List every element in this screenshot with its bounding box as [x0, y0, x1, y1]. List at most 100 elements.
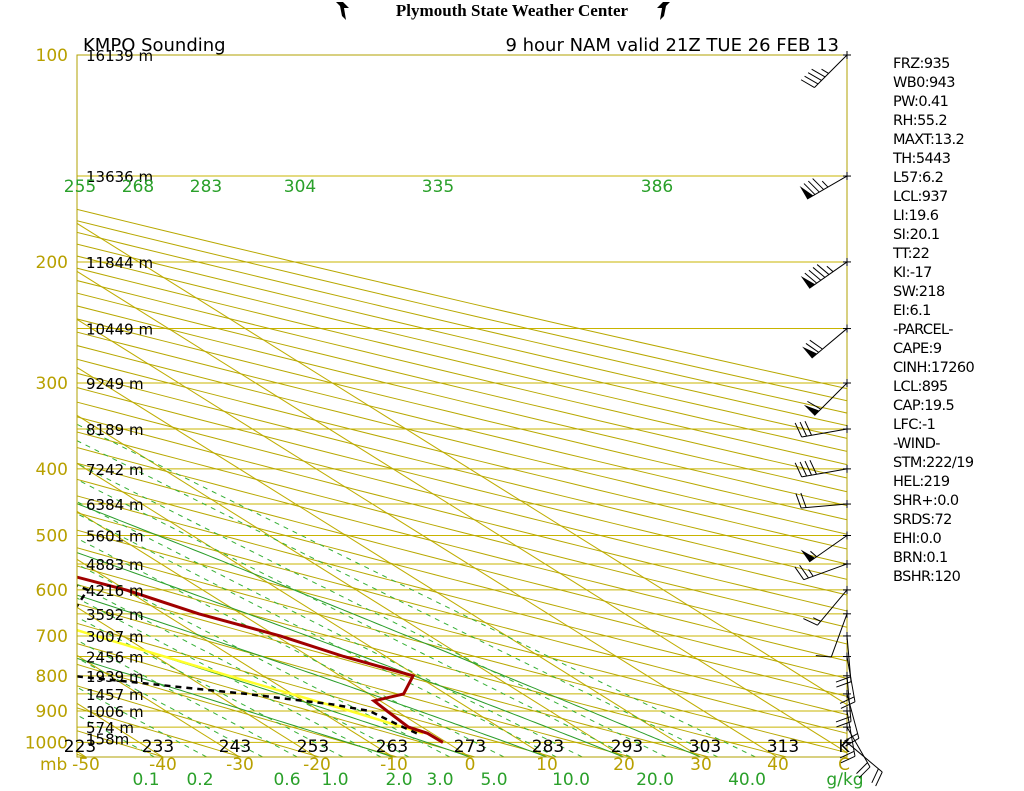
height-label: 13636 m	[86, 168, 153, 186]
dry-adiabat-line	[77, 387, 847, 580]
wind-barb-half-flag	[808, 569, 814, 577]
temperature-tick-label: 10	[536, 755, 558, 775]
wind-barb-flag	[840, 701, 856, 709]
dry-adiabat-line	[77, 220, 847, 402]
temperature-tick-label: -30	[226, 755, 254, 775]
sounding-index: KI:-17	[893, 265, 932, 281]
wind-barb-flag	[805, 343, 819, 353]
height-label: 7242 m	[86, 461, 144, 479]
mixing-ratio-tick-label: 0.1	[132, 770, 159, 790]
wind-barb-flag	[843, 733, 858, 742]
temperature-tick-label: 20	[613, 755, 635, 775]
wind-barb-flag	[816, 264, 830, 275]
sounding-index: TT:22	[893, 246, 930, 262]
kelvin-tick-label: K	[838, 737, 850, 757]
wind-barb-half-flag	[821, 180, 829, 188]
sounding-index: SRDS:72	[893, 512, 952, 528]
dewpoint-trace	[77, 584, 418, 735]
wind-barb-flag	[858, 766, 871, 779]
sounding-index: TH:5443	[893, 151, 951, 167]
wind-barb-flag	[811, 68, 826, 78]
sounding-index: RH:55.2	[893, 113, 948, 129]
wind-barb-staff	[803, 563, 848, 581]
isotherm-line	[77, 462, 548, 757]
isotherm-line	[77, 414, 624, 757]
wind-barb-flag	[803, 618, 818, 626]
dry-adiabat-line	[77, 231, 847, 414]
wind-barb-half-flag	[826, 265, 834, 273]
wind-barb-flag	[856, 762, 868, 774]
dry-adiabat-line	[77, 401, 847, 596]
wind-barb-staff	[809, 535, 848, 563]
height-label: 3592 m	[86, 606, 144, 624]
isotherm-line	[77, 750, 87, 757]
sounding-index: BSHR:120	[893, 569, 961, 585]
wind-barb-pennant	[800, 276, 816, 289]
temperature-tick-label: C	[838, 755, 850, 775]
dry-adiabat-line	[77, 663, 398, 757]
wind-barb-flag	[795, 493, 802, 509]
wind-barb-flag	[840, 755, 856, 764]
height-label: 574 m	[86, 719, 134, 737]
sounding-index: -WIND-	[893, 436, 941, 452]
dry-adiabat-line	[77, 707, 242, 757]
mixing-ratio-line	[77, 657, 263, 757]
mixing-ratio-line	[77, 597, 382, 757]
dry-adiabat-line	[77, 431, 847, 628]
mixing-ratio-tick-label: 0.2	[186, 770, 213, 790]
moist-adiabat-line	[77, 552, 624, 757]
sounding-indices: FRZ:935 WB0:943 PW:0.41 RH:55.2 MAXT:13.2 TH:…	[893, 55, 1021, 587]
wind-barb	[839, 656, 856, 709]
pressure-tick-label: 100	[36, 46, 68, 66]
temperature-tick-label: 30	[690, 755, 712, 775]
dry-adiabat-line	[77, 529, 847, 734]
dry-adiabat-line	[77, 292, 847, 479]
moist-adiabat-line	[77, 657, 394, 757]
isotherm-line	[77, 318, 778, 757]
mixing-ratio-tick-label: 1.0	[321, 770, 348, 790]
height-label: 6384 m	[86, 496, 144, 514]
temperature-tick-label: -40	[149, 755, 177, 775]
sounding-index: CINH:17260	[893, 360, 975, 376]
wind-barb-flag	[836, 681, 852, 688]
wind-barb-flag	[809, 459, 817, 475]
sounding-index: LI:19.6	[893, 208, 939, 224]
sounding-index: L57:6.2	[893, 170, 944, 186]
dry-adiabat-line	[77, 512, 847, 716]
wind-barb-flag	[875, 771, 883, 787]
wind-barb-flag	[807, 180, 820, 193]
wind-barb-half-flag	[813, 617, 821, 622]
wind-barb-staff	[801, 503, 848, 509]
isotherm-line	[77, 606, 317, 757]
theta-label: 268	[122, 177, 154, 197]
mixing-ratio-tick-label: 20.0	[636, 770, 674, 790]
wind-barb-flag	[808, 269, 822, 281]
sounding-index: SI:20.1	[893, 227, 940, 243]
wind-barb-flag	[835, 676, 851, 683]
mixing-ratio-line	[77, 478, 631, 757]
isotherm-line	[77, 510, 471, 757]
moist-adiabat-line	[77, 594, 547, 757]
theta-label: 386	[641, 177, 673, 197]
wind-barb-flag	[839, 750, 855, 759]
height-label: 2456 m	[86, 649, 144, 667]
mixing-ratio-line	[77, 563, 451, 757]
wind-barb-half-flag	[810, 550, 818, 558]
dry-adiabat-line	[77, 243, 847, 427]
wind-barb-flag	[804, 272, 818, 284]
wind-barb-flag	[800, 492, 807, 508]
wind-barb-flag	[812, 178, 824, 190]
wind-barb-flag	[804, 75, 819, 85]
isotherm-line	[77, 558, 394, 757]
dry-adiabat-line	[77, 446, 847, 645]
kelvin-tick-label: 223	[64, 737, 96, 757]
dry-adiabat-line	[0, 55, 8, 757]
wind-barb-pennant	[799, 186, 814, 200]
wind-barb	[794, 563, 848, 581]
dry-adiabat-line	[77, 318, 847, 507]
height-label: 9249 m	[86, 375, 144, 393]
temperature-tick-label: -20	[303, 755, 331, 775]
mixing-ratio-line	[77, 462, 667, 757]
wind-barb-staff	[811, 328, 848, 359]
